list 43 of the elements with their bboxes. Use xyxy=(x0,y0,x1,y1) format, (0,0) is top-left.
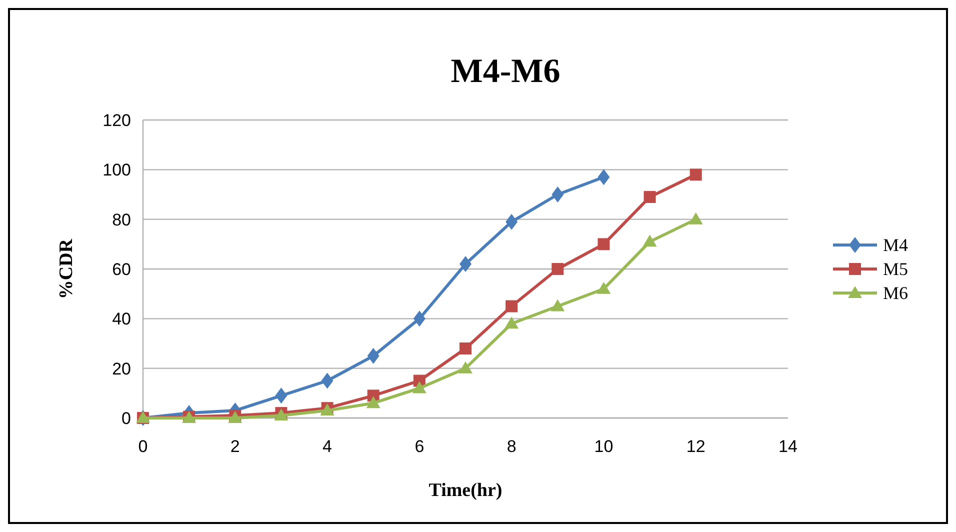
point xyxy=(598,238,610,250)
x-tick-label: 0 xyxy=(138,437,148,456)
point xyxy=(460,256,472,272)
y-tick-label: 60 xyxy=(112,260,131,279)
x-tick-label: 8 xyxy=(506,437,516,456)
y-tick-label: 80 xyxy=(112,210,131,230)
x-tick-label: 10 xyxy=(594,437,614,456)
x-tick-label: 2 xyxy=(230,437,240,456)
x-tick-label: 14 xyxy=(778,437,798,456)
point xyxy=(642,234,657,247)
point xyxy=(596,282,611,294)
x-axis-title: Time(hr) xyxy=(428,480,502,501)
y-tick-label: 0 xyxy=(122,409,131,428)
point xyxy=(506,300,518,312)
legend-label: M4 xyxy=(883,235,908,255)
y-axis-title: %CDR xyxy=(56,238,77,300)
point xyxy=(366,396,380,408)
point xyxy=(460,342,472,354)
x-tick-label: 4 xyxy=(322,437,332,456)
point xyxy=(644,190,656,203)
x-tick-label: 12 xyxy=(686,437,706,456)
point xyxy=(504,316,519,329)
point xyxy=(412,381,426,394)
x-tick-label: 6 xyxy=(414,437,424,456)
legend-label: M5 xyxy=(883,259,908,279)
y-tick-label: 20 xyxy=(112,359,131,378)
point xyxy=(552,263,564,275)
point xyxy=(598,169,610,186)
legend-label: M6 xyxy=(883,283,908,303)
y-tick-label: 100 xyxy=(102,160,131,180)
point xyxy=(552,186,564,202)
y-tick-label: 120 xyxy=(102,111,131,130)
point xyxy=(506,214,518,230)
chart-title: M4-M6 xyxy=(450,53,560,90)
point xyxy=(690,168,702,181)
point xyxy=(367,348,380,364)
point xyxy=(688,212,703,224)
point xyxy=(550,299,565,312)
y-tick-label: 40 xyxy=(112,310,131,329)
point xyxy=(321,372,334,389)
point xyxy=(413,310,426,327)
point xyxy=(458,361,472,374)
point xyxy=(275,388,288,404)
